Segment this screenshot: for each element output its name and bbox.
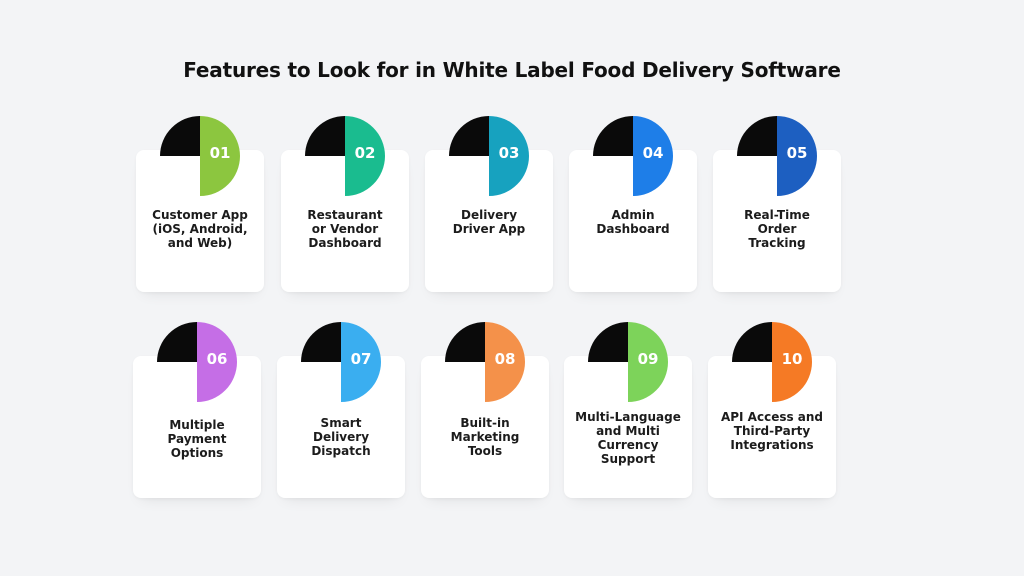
feature-card-05: Real-Time Order Tracking 05	[713, 116, 841, 296]
number-disc	[157, 322, 237, 402]
black-quarter-segment	[160, 116, 200, 156]
colored-half-segment	[197, 322, 237, 402]
feature-number: 01	[209, 144, 231, 162]
feature-label: Delivery Driver App	[452, 208, 526, 236]
disc-graphic	[305, 116, 385, 196]
black-quarter-segment	[732, 322, 772, 362]
black-quarter-segment	[157, 322, 197, 362]
disc-graphic	[449, 116, 529, 196]
disc-graphic	[732, 322, 812, 402]
feature-card-01: Customer App (iOS, Android, and Web) 01	[136, 116, 264, 296]
disc-graphic	[737, 116, 817, 196]
feature-number: 06	[206, 350, 228, 368]
page-title: Features to Look for in White Label Food…	[183, 58, 841, 82]
black-quarter-segment	[445, 322, 485, 362]
number-disc	[445, 322, 525, 402]
feature-card-08: Built-in Marketing Tools 08	[421, 322, 549, 502]
number-disc	[160, 116, 240, 196]
colored-half-segment	[489, 116, 529, 196]
colored-half-segment	[772, 322, 812, 402]
feature-label: Multiple Payment Options	[167, 418, 227, 460]
number-disc	[305, 116, 385, 196]
colored-half-segment	[628, 322, 668, 402]
colored-half-segment	[485, 322, 525, 402]
feature-number: 05	[786, 144, 808, 162]
number-disc	[301, 322, 381, 402]
disc-graphic	[157, 322, 237, 402]
colored-half-segment	[633, 116, 673, 196]
number-disc	[737, 116, 817, 196]
feature-label: API Access and Third-Party Integrations	[720, 410, 824, 452]
feature-number: 09	[637, 350, 659, 368]
feature-label: Real-Time Order Tracking	[744, 208, 810, 250]
colored-half-segment	[345, 116, 385, 196]
disc-graphic	[593, 116, 673, 196]
disc-graphic	[160, 116, 240, 196]
feature-number: 02	[354, 144, 376, 162]
feature-number: 07	[350, 350, 372, 368]
number-disc	[449, 116, 529, 196]
number-disc	[593, 116, 673, 196]
feature-card-06: Multiple Payment Options 06	[133, 322, 261, 502]
feature-label: Multi-Language and Multi Currency Suppor…	[575, 410, 681, 466]
feature-label: Restaurant or Vendor Dashboard	[307, 208, 383, 250]
black-quarter-segment	[593, 116, 633, 156]
disc-graphic	[301, 322, 381, 402]
colored-half-segment	[200, 116, 240, 196]
colored-half-segment	[777, 116, 817, 196]
black-quarter-segment	[449, 116, 489, 156]
feature-number: 04	[642, 144, 664, 162]
feature-card-04: Admin Dashboard 04	[569, 116, 697, 296]
feature-card-07: Smart Delivery Dispatch 07	[277, 322, 405, 502]
feature-label: Smart Delivery Dispatch	[311, 416, 371, 458]
feature-label: Admin Dashboard	[596, 208, 670, 236]
feature-card-02: Restaurant or Vendor Dashboard 02	[281, 116, 409, 296]
feature-number: 10	[781, 350, 803, 368]
disc-graphic	[588, 322, 668, 402]
black-quarter-segment	[588, 322, 628, 362]
feature-label: Customer App (iOS, Android, and Web)	[152, 208, 248, 250]
feature-card-10: API Access and Third-Party Integrations …	[708, 322, 836, 502]
black-quarter-segment	[301, 322, 341, 362]
colored-half-segment	[341, 322, 381, 402]
black-quarter-segment	[737, 116, 777, 156]
feature-label: Built-in Marketing Tools	[450, 416, 520, 458]
feature-card-03: Delivery Driver App 03	[425, 116, 553, 296]
feature-number: 03	[498, 144, 520, 162]
disc-graphic	[445, 322, 525, 402]
number-disc	[732, 322, 812, 402]
feature-number: 08	[494, 350, 516, 368]
feature-card-09: Multi-Language and Multi Currency Suppor…	[564, 322, 692, 502]
number-disc	[588, 322, 668, 402]
black-quarter-segment	[305, 116, 345, 156]
